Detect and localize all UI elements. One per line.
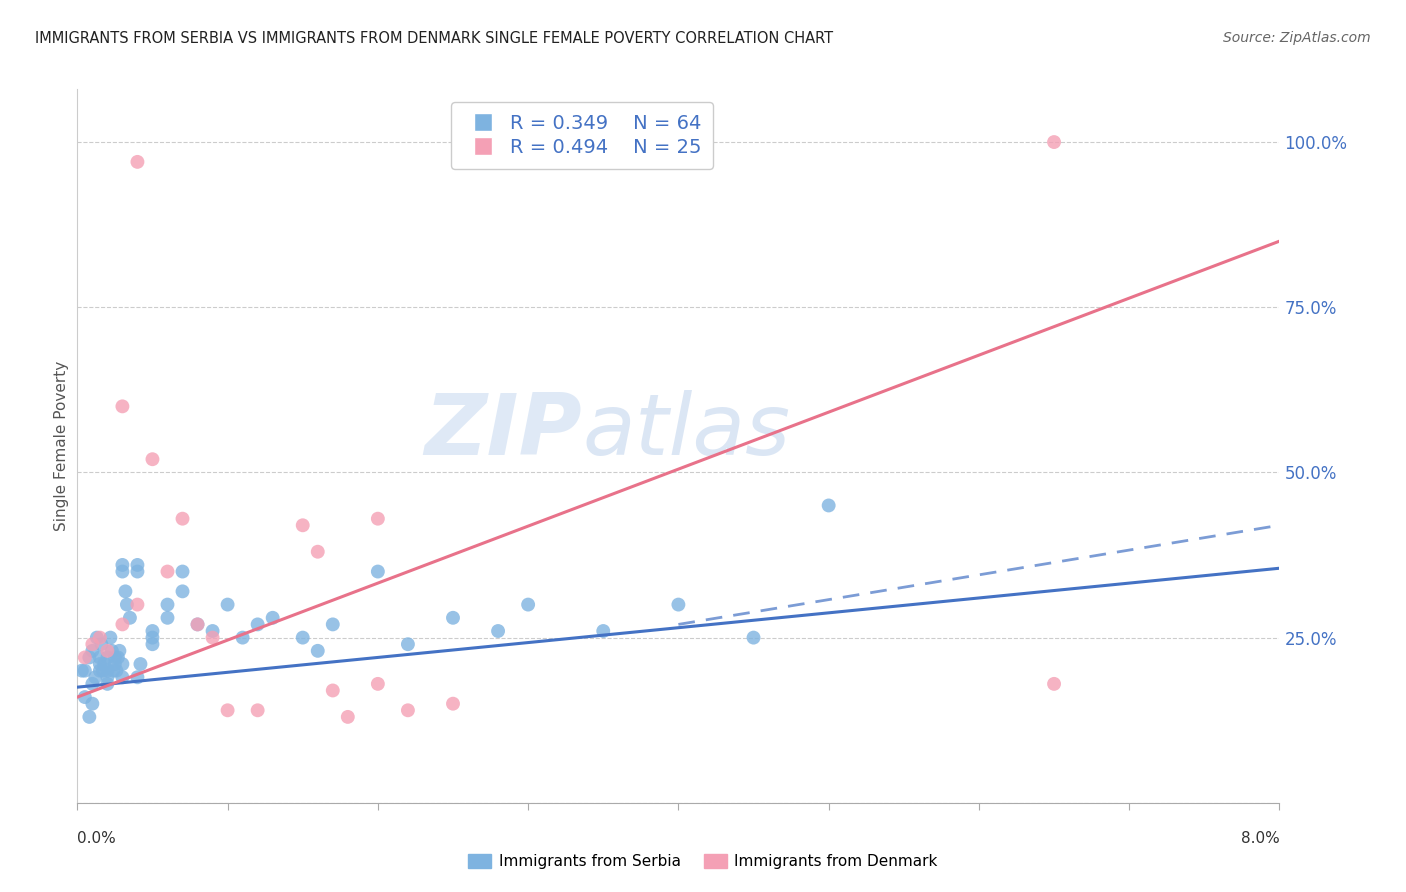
Point (127, 154, 149, 169)
Point (291, 631, 314, 645)
Point (96, 644, 118, 658)
Point (89, 657, 111, 671)
Point (141, 452, 163, 467)
Point (517, 598, 540, 612)
Y-axis label: Single Female Poverty: Single Female Poverty (53, 361, 69, 531)
Point (336, 710, 359, 724)
Point (111, 670, 134, 684)
Point (79, 710, 101, 724)
Point (367, 511, 389, 525)
Point (156, 611, 179, 625)
Point (291, 518, 314, 533)
Point (73, 664, 96, 678)
Point (90, 637, 112, 651)
Point (79, 650, 101, 665)
Point (100, 631, 122, 645)
Point (201, 624, 224, 638)
Point (1043, 677, 1066, 691)
Point (441, 611, 464, 625)
Point (172, 584, 194, 599)
Point (201, 631, 224, 645)
Point (96, 670, 118, 684)
Point (107, 650, 129, 665)
Legend: Immigrants from Serbia, Immigrants from Denmark: Immigrants from Serbia, Immigrants from … (463, 848, 943, 875)
Point (172, 511, 194, 525)
Point (127, 598, 149, 612)
Text: 0.0%: 0.0% (77, 831, 117, 846)
Point (367, 677, 389, 691)
Text: atlas: atlas (582, 390, 790, 474)
Point (141, 637, 163, 651)
Point (101, 644, 124, 658)
Point (817, 499, 839, 513)
Point (103, 664, 125, 678)
Point (82, 697, 104, 711)
Point (232, 631, 254, 645)
Point (1043, 135, 1066, 149)
Point (73, 650, 96, 665)
Point (104, 657, 127, 671)
Point (127, 558, 149, 572)
Point (82, 644, 104, 658)
Point (96, 677, 118, 691)
Point (73, 690, 96, 704)
Point (115, 598, 138, 612)
Text: Source: ZipAtlas.com: Source: ZipAtlas.com (1223, 31, 1371, 45)
Point (114, 584, 136, 599)
Point (187, 617, 209, 632)
Point (156, 598, 179, 612)
Point (105, 664, 128, 678)
Point (111, 558, 134, 572)
Point (89, 631, 111, 645)
Point (246, 617, 269, 632)
Point (172, 565, 194, 579)
Point (127, 565, 149, 579)
Point (93, 657, 115, 671)
Text: ZIP: ZIP (425, 390, 582, 474)
Point (742, 631, 765, 645)
Point (217, 703, 239, 717)
Point (367, 565, 389, 579)
Point (217, 598, 239, 612)
Point (668, 598, 690, 612)
Point (486, 624, 509, 638)
Point (187, 617, 209, 632)
Point (70, 664, 93, 678)
Point (104, 650, 127, 665)
Point (89, 664, 111, 678)
Point (127, 670, 149, 684)
Point (111, 400, 134, 414)
Point (307, 644, 329, 658)
Point (441, 697, 464, 711)
Point (156, 565, 179, 579)
Point (129, 657, 152, 671)
Text: IMMIGRANTS FROM SERBIA VS IMMIGRANTS FROM DENMARK SINGLE FEMALE POVERTY CORRELAT: IMMIGRANTS FROM SERBIA VS IMMIGRANTS FRO… (35, 31, 834, 46)
Point (82, 677, 104, 691)
Text: 8.0%: 8.0% (1240, 831, 1279, 846)
Point (592, 624, 614, 638)
Point (118, 611, 141, 625)
Point (322, 683, 344, 698)
Point (396, 637, 419, 651)
Point (111, 565, 134, 579)
Point (322, 617, 344, 632)
Point (396, 703, 419, 717)
Point (96, 650, 118, 665)
Legend: R = 0.349    N = 64, R = 0.494    N = 25: R = 0.349 N = 64, R = 0.494 N = 25 (451, 103, 713, 169)
Point (82, 637, 104, 651)
Point (96, 664, 118, 678)
Point (307, 545, 329, 559)
Point (108, 644, 131, 658)
Point (86, 631, 108, 645)
Point (89, 650, 111, 665)
Point (246, 703, 269, 717)
Point (141, 624, 163, 638)
Point (262, 611, 284, 625)
Point (91, 664, 114, 678)
Point (84, 670, 107, 684)
Point (111, 617, 134, 632)
Point (111, 657, 134, 671)
Point (141, 631, 163, 645)
